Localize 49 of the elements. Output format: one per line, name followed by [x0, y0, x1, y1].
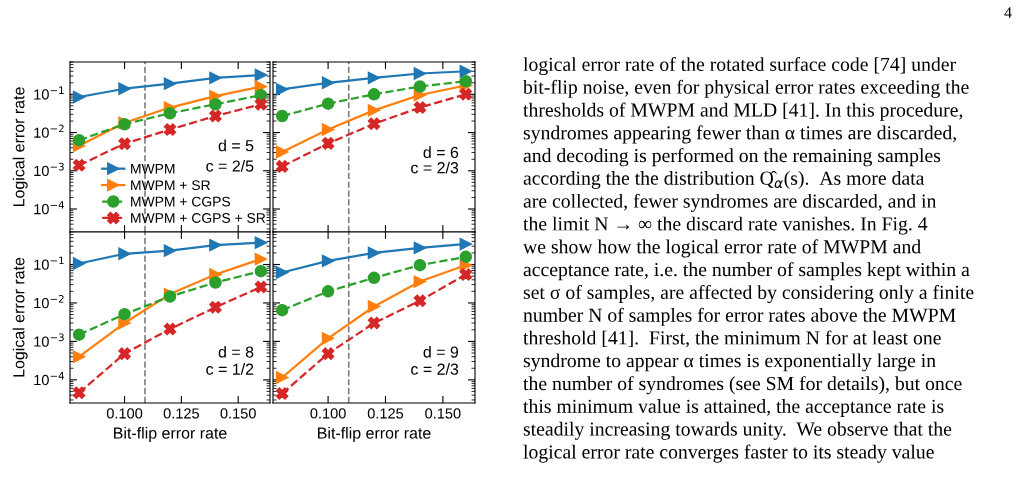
y-tick-label: 10$^{−2}$ [34, 124, 64, 138]
y-tick-label: 10$^{−3}$ [34, 333, 64, 347]
text: bit-flip noise, even for physical error rates exceeding the [523, 79, 969, 98]
text: are collected, fewer syndromes are discarded, and in [523, 193, 937, 212]
x-tick-label: 0.125 [367, 408, 404, 419]
text: this minimum value is attained, the acceptance rate is [523, 399, 944, 417]
text: and decoding is performed on the remaining samples [523, 148, 941, 167]
y-axis-title: Logical error rate [12, 257, 28, 377]
text: threshold [41]. First, the minimum N for at least one [523, 330, 941, 348]
text: logical error rate converges faster to its steady value [523, 444, 934, 463]
text: we show how the logical error rate of MWPM and [523, 239, 921, 258]
y-tick-label: 10$^{−3}$ [34, 162, 64, 177]
legend-label: MWPM + CGPS + SR [131, 213, 266, 223]
annotation: d = 6 [423, 146, 459, 159]
text: the limit N → ∞ the discard rate vanishes. In Fig. 4 [523, 216, 928, 235]
x-tick-label: 0.125 [163, 408, 199, 419]
text: number N of samples for error rates above the MWPM [523, 307, 956, 326]
text: syndromes appearing fewer than α times are discarded, [523, 125, 956, 144]
annotation: c = 2/3 [411, 363, 459, 375]
annotation: d = 8 [218, 345, 254, 358]
text: acceptance rate, i.e. the number of samples kept within a [523, 262, 970, 281]
text: 4 [1004, 7, 1012, 18]
annotation: c = 1/2 [206, 363, 254, 375]
text: thresholds of MWPM and MLD [41]. In this procedure, [523, 102, 963, 121]
y-tick-label: 10$^{−2}$ [34, 294, 64, 309]
x-tick-label: 0.100 [106, 408, 143, 419]
text: according the the distribution Q̂$_{α}$(s). As more data [523, 170, 925, 189]
annotation: d = 9 [423, 345, 459, 358]
text: syndrome to appear α times is exponentially large in [523, 353, 936, 372]
annotation: d = 5 [218, 139, 254, 152]
x-tick-label: 0.150 [425, 408, 461, 419]
annotation: c = 2/3 [411, 161, 459, 174]
y-tick-label: 10$^{−1}$ [34, 86, 64, 100]
text: the number of syndromes (see SM for details), but once [523, 376, 962, 395]
legend-label: MWPM [131, 163, 175, 174]
y-tick-label: 10$^{−4}$ [34, 201, 65, 215]
x-axis-title: Bit-flip error rate [318, 427, 431, 442]
x-tick-label: 0.150 [220, 408, 256, 419]
annotation: c = 2/5 [206, 159, 254, 172]
text: logical error rate of the rotated surface code [74] under [523, 56, 956, 76]
text: steadily increasing towards unity. We observe that the [523, 421, 952, 440]
x-tick-label: 0.100 [310, 408, 346, 419]
legend-label: MWPM + SR [131, 180, 210, 191]
y-tick-label: 10$^{−1}$ [34, 256, 64, 270]
legend-label: MWPM + CGPS [131, 196, 231, 207]
text: set σ of samples, are affected by considering only a finite [523, 284, 974, 304]
y-tick-label: 10$^{−4}$ [34, 372, 65, 386]
x-axis-title: Bit-flip error rate [114, 427, 227, 442]
y-axis-title: Logical error rate [12, 87, 28, 207]
